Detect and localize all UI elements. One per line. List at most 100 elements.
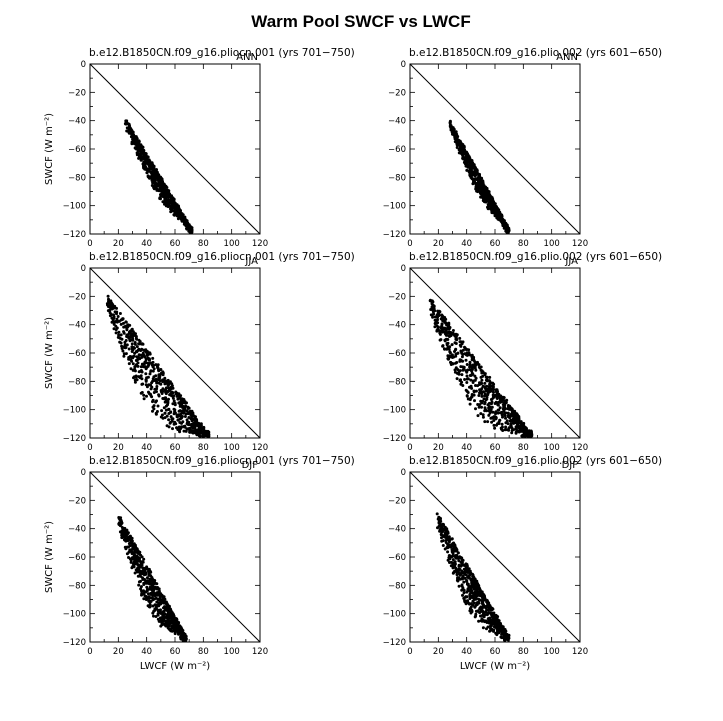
scatter-point (435, 329, 439, 333)
scatter-point (183, 407, 187, 411)
scatter-point (470, 581, 474, 585)
scatter-point (194, 418, 197, 422)
scatter-points (435, 512, 511, 642)
scatter-point (146, 352, 150, 355)
scatter-point (492, 388, 496, 392)
scatter-points (117, 516, 188, 642)
x-tick-label: 40 (141, 239, 152, 249)
scatter-point (178, 404, 182, 408)
panel-title: b.e12.B1850CN.f09_g16.plio.002 (yrs 601−… (409, 251, 662, 263)
scatter-point (479, 399, 483, 403)
scatter-point (195, 421, 199, 425)
x-tick-label: 20 (433, 443, 444, 453)
scatter-point (441, 344, 445, 348)
scatter-point (133, 134, 136, 138)
scatter-point (134, 146, 138, 150)
scatter-point (494, 390, 498, 394)
scatter-point (503, 402, 507, 406)
y-tick-label: −40 (68, 525, 86, 535)
scatter-point (463, 345, 466, 349)
scatter-point (146, 356, 150, 360)
scatter-point (470, 395, 474, 399)
y-tick-label: −20 (68, 292, 86, 302)
scatter-point (168, 628, 172, 632)
scatter-point (108, 311, 112, 315)
scatter-point (480, 599, 484, 603)
scatter-point (159, 612, 163, 615)
scatter-point (134, 550, 138, 554)
scatter-point (491, 410, 495, 414)
scatter-point (151, 377, 155, 381)
scatter-point (108, 308, 112, 312)
scatter-point (118, 530, 122, 534)
scatter-point (459, 365, 463, 369)
scatter-point (119, 322, 123, 326)
scatter-point (127, 356, 131, 359)
scatter-panel: 0 20 40 60 80 100 120−120−100−80−60−40−200b.e1… (44, 455, 355, 672)
scatter-point (464, 595, 468, 599)
scatter-point (458, 336, 462, 340)
scatter-point (449, 564, 453, 568)
season-label: JJA (564, 256, 578, 267)
scatter-point (464, 150, 468, 154)
scatter-point (125, 528, 129, 532)
scatter-point (159, 194, 163, 198)
scatter-point (454, 568, 458, 571)
scatter-point (173, 401, 177, 405)
scatter-point (150, 363, 154, 367)
scatter-point (180, 399, 184, 403)
scatter-point (172, 394, 176, 398)
scatter-point (443, 347, 447, 351)
scatter-point (139, 553, 143, 557)
scatter-point (481, 415, 485, 419)
scatter-point (472, 163, 476, 167)
y-tick-label: 0 (401, 264, 406, 274)
scatter-point (514, 430, 518, 434)
scatter-point (117, 333, 121, 337)
scatter-point (166, 192, 170, 196)
scatter-point (181, 420, 185, 424)
scatter-point (180, 631, 184, 635)
scatter-point (131, 336, 135, 340)
scatter-point (486, 205, 490, 209)
scatter-point (454, 554, 458, 557)
scatter-point (463, 600, 467, 604)
x-axis-label: LWCF (W m⁻²) (460, 661, 530, 672)
scatter-point (148, 372, 152, 376)
scatter-point (164, 390, 168, 394)
scatter-point (112, 320, 116, 324)
scatter-point (516, 416, 520, 420)
scatter-point (111, 305, 115, 309)
y-tick-label: −20 (388, 292, 406, 302)
scatter-point (151, 405, 155, 409)
scatter-point (181, 404, 185, 408)
scatter-point (187, 224, 191, 228)
scatter-point (112, 316, 116, 320)
scatter-point (189, 428, 193, 432)
scatter-point (169, 410, 173, 414)
scatter-point (135, 378, 139, 382)
scatter-point (466, 571, 470, 574)
scatter-point (139, 369, 143, 372)
scatter-point (468, 402, 472, 406)
scatter-point (451, 558, 455, 562)
scatter-point (164, 400, 168, 404)
scatter-point (457, 576, 461, 580)
scatter-point (152, 589, 155, 593)
scatter-point (481, 413, 485, 417)
scatter-point (508, 416, 512, 420)
scatter-point (130, 556, 134, 560)
scatter-point (477, 363, 481, 367)
scatter-point (489, 611, 493, 615)
scatter-point (512, 414, 516, 418)
scatter-point (167, 418, 171, 422)
scatter-point (132, 376, 135, 380)
scatter-point (490, 405, 494, 409)
scatter-point (156, 173, 160, 177)
scatter-point (154, 185, 158, 189)
scatter-point (452, 355, 456, 359)
scatter-point (493, 206, 497, 210)
scatter-point (500, 425, 504, 429)
scatter-point (133, 380, 137, 384)
scatter-point (429, 313, 433, 317)
